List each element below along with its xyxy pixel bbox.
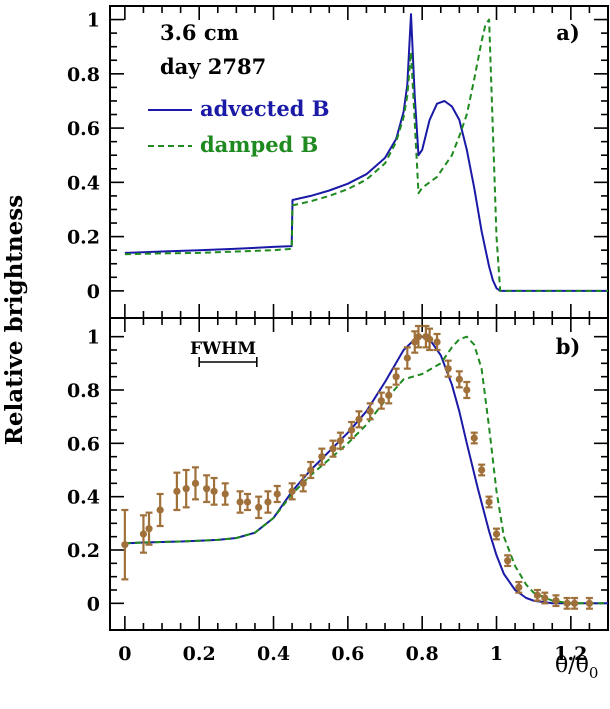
observed-point: [307, 466, 315, 474]
observed-point: [444, 365, 452, 373]
observed-point: [585, 599, 594, 607]
observed-point: [411, 338, 419, 346]
x-axis-label-subscript: 0: [589, 664, 599, 682]
panel-b-advected-line: [124, 335, 608, 605]
x-tick-label: 0.4: [257, 643, 290, 665]
observed-point: [392, 373, 400, 381]
panel-a-annotation-wavelength: 3.6 cm: [160, 20, 239, 45]
panel-a-ytick-label: 0.2: [67, 227, 100, 249]
observed-point: [533, 591, 541, 599]
observed-point: [191, 479, 200, 487]
panel-b-ytick-label: 0.6: [67, 433, 100, 455]
panel-b-ytick-label: 0.4: [67, 487, 100, 509]
fwhm-bar: [198, 357, 258, 367]
panel-a-frame: [109, 5, 609, 319]
legend-advected-label: advected B: [200, 96, 329, 121]
observed-point: [121, 541, 129, 549]
panel-b-ytick-label: 0.8: [67, 380, 100, 402]
x-tick-label: 1: [490, 643, 503, 665]
observed-point: [210, 487, 218, 495]
x-tick-label: 0.8: [406, 643, 439, 665]
observed-point: [139, 530, 148, 538]
panel-b: 0 0.2 0.4 0.6 0.8 1 0 0.2 0.4 0.6 0.8 1 1.2: [67, 318, 609, 665]
observed-point: [299, 479, 307, 487]
observed-point: [552, 597, 560, 605]
panel-a: 0 0.2 0.4 0.6 0.8 1: [67, 6, 609, 318]
observed-point: [264, 498, 272, 506]
observed-point: [156, 506, 164, 514]
panel-a-annotation-day: day 2787: [160, 54, 266, 79]
panel-a-ytick-label: 0.4: [67, 172, 100, 194]
x-tick-label: 0: [118, 643, 131, 665]
observed-point: [478, 466, 486, 474]
observed-point: [563, 599, 571, 607]
observed-point: [426, 335, 434, 343]
observed-point: [570, 599, 579, 607]
panel-a-ytick-label: 0: [87, 281, 100, 303]
observed-point: [492, 530, 501, 538]
observed-point: [347, 426, 356, 434]
observed-point: [182, 485, 190, 493]
observed-point: [203, 485, 211, 493]
panel-b-frame: [109, 317, 609, 631]
observed-point: [485, 498, 493, 506]
observed-point: [385, 391, 393, 399]
panel-a-ytick-label: 0.6: [67, 118, 100, 140]
observed-point: [255, 503, 263, 511]
observed-point: [455, 375, 463, 383]
panel-a-label: a): [556, 20, 580, 45]
observed-point: [236, 498, 244, 506]
observed-point: [377, 397, 385, 405]
observed-point: [470, 434, 478, 442]
observed-point: [403, 354, 411, 362]
panel-b-ytick-label: 1: [87, 327, 100, 349]
x-axis-label: θ/θ0: [555, 653, 598, 682]
observed-point: [243, 498, 252, 506]
legend-damped-label: damped B: [200, 132, 318, 157]
y-axis-label: Relative brightness: [1, 195, 28, 445]
observed-point: [515, 583, 523, 591]
observed-point: [414, 333, 423, 341]
x-tick-label: 1.2: [554, 643, 587, 665]
observed-point: [433, 338, 441, 346]
observed-point: [463, 386, 471, 394]
fwhm-label: FWHM: [190, 339, 256, 359]
observed-point: [145, 525, 153, 533]
x-axis-label-main: θ/θ: [555, 653, 589, 678]
observed-point: [221, 490, 229, 498]
panel-b-ytick-label: 0: [87, 593, 100, 615]
panel-b-label: b): [556, 334, 581, 359]
panel-b-damped-line: [124, 335, 608, 605]
observed-point: [504, 557, 512, 565]
observed-point: [336, 437, 345, 445]
panel-b-ytick-label: 0.2: [67, 540, 100, 562]
x-tick-label: 0.6: [331, 643, 364, 665]
observed-point: [541, 594, 549, 602]
observed-point: [366, 407, 374, 415]
panel-a-damped-line: [124, 18, 608, 292]
panel-a-ytick-label: 0.8: [67, 64, 100, 86]
observed-point: [173, 487, 181, 495]
observed-point: [318, 453, 326, 461]
panel-a-ytick-label: 1: [87, 10, 100, 32]
observed-point: [273, 490, 281, 498]
observed-point: [329, 445, 337, 453]
observed-point: [355, 415, 363, 423]
observed-point: [288, 487, 296, 495]
x-tick-label: 0.2: [183, 643, 216, 665]
